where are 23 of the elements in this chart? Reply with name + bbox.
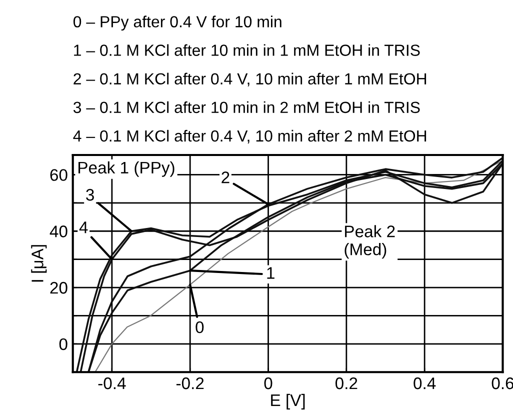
x-tick-label: -0.2 bbox=[176, 377, 204, 390]
y-tick-label: 40 bbox=[50, 226, 68, 238]
x-tick-label: -0.4 bbox=[98, 377, 126, 390]
text: 1 – 0.1 M KCl after 10 min in 1 mM EtOH in TRIS bbox=[74, 44, 420, 56]
text: 0 – PPy after 0.4 V for 10 min bbox=[73, 16, 282, 31]
text: 2 – 0.1 M KCl after 0.4 V, 10 min after 1 mM EtOH bbox=[74, 72, 426, 86]
text: 3 – 0.1 M KCl after 10 min in 2 mM EtOH in TRIS bbox=[73, 101, 420, 114]
annotation: 0 bbox=[196, 321, 204, 334]
x-axis-title: E [V] bbox=[271, 394, 305, 410]
y-tick-label: 60 bbox=[50, 169, 68, 181]
annotation: Peak 1 (PPy) bbox=[78, 161, 174, 177]
y-tick-label: 20 bbox=[50, 282, 68, 294]
annotation: 4 bbox=[79, 222, 88, 234]
annotation: Peak 2 (Med) bbox=[344, 225, 395, 259]
x-tick-label: 0 bbox=[264, 377, 272, 390]
annotation: 2 bbox=[222, 172, 230, 184]
x-tick-label: 0.4 bbox=[414, 377, 436, 390]
annotation: 1 bbox=[267, 267, 274, 279]
x-tick-label: 0.2 bbox=[335, 377, 358, 390]
y-tick-label: 0 bbox=[59, 338, 68, 350]
y-axis-title: I [μA] bbox=[31, 245, 47, 282]
annotation: 3 bbox=[86, 188, 94, 201]
text: 4 – 0.1 M KCl after 0.4 V, 10 min after 2 mM EtOH bbox=[73, 130, 426, 144]
